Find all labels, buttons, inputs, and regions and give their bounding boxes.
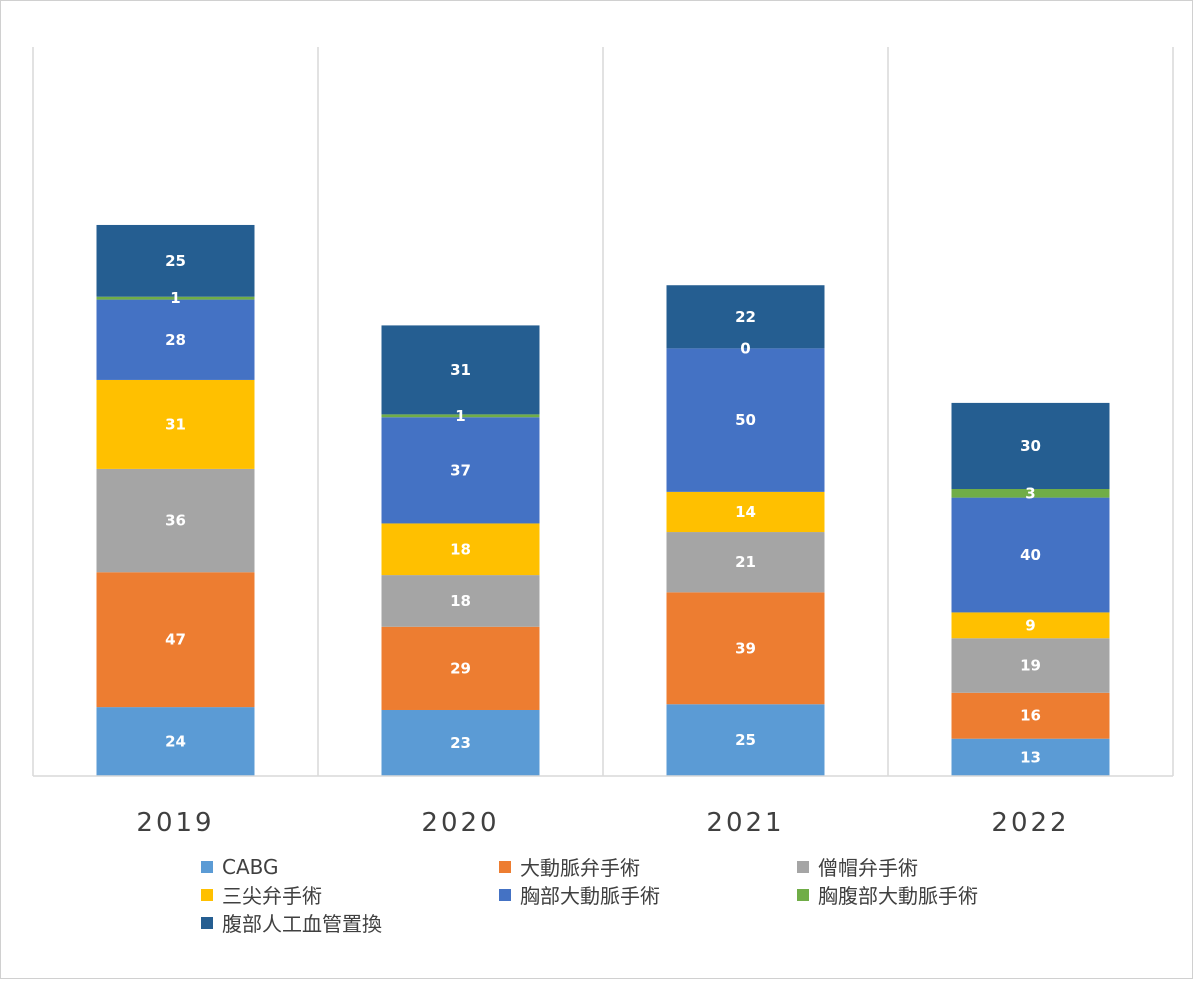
data-label: 22	[735, 308, 756, 326]
legend-item: 腹部人工血管置換	[201, 909, 499, 936]
bar-segment	[381, 709, 540, 776]
legend-label: CABG	[222, 854, 279, 879]
x-tick-label: 2019	[136, 808, 214, 838]
data-label: 25	[165, 252, 186, 270]
bar-segment	[381, 626, 540, 710]
data-label: 19	[1020, 657, 1041, 675]
data-label: 47	[165, 631, 186, 649]
x-tick-label: 2021	[706, 808, 784, 838]
bar-segment	[96, 572, 255, 708]
legend-label: 三尖弁手術	[222, 884, 322, 908]
bar-segment	[96, 296, 255, 300]
legend-label: 大動脈弁手術	[520, 856, 640, 880]
data-label: 36	[165, 512, 186, 530]
legend-item: 大動脈弁手術	[499, 853, 797, 880]
bar-segment	[666, 348, 825, 492]
bar-segment	[951, 692, 1110, 739]
bar-segment	[951, 489, 1110, 498]
bar-segment	[951, 402, 1110, 489]
data-label: 3	[1025, 484, 1035, 502]
data-label: 39	[735, 639, 756, 657]
bar-segment	[381, 523, 540, 576]
bar-segment	[381, 417, 540, 524]
data-label: 31	[165, 415, 186, 433]
data-label: 0	[740, 339, 750, 357]
legend-swatch	[797, 888, 809, 901]
legend-label: 腹部人工血管置換	[222, 912, 382, 936]
data-label: 30	[1020, 437, 1041, 455]
data-label: 37	[450, 461, 471, 479]
data-label: 18	[450, 592, 471, 610]
data-label: 31	[450, 361, 471, 379]
legend-label: 胸部大動脈手術	[520, 884, 660, 908]
bar-segment	[381, 414, 540, 418]
bar-segment	[96, 299, 255, 380]
bars	[96, 224, 1110, 776]
bar-segment	[666, 592, 825, 705]
x-tick-label: 2022	[991, 808, 1069, 838]
data-label: 24	[165, 733, 186, 751]
legend-item: 僧帽弁手術	[797, 853, 1095, 880]
data-label: 40	[1020, 546, 1041, 564]
data-label: 50	[735, 411, 756, 429]
bar-segment	[666, 285, 825, 349]
bar-segment	[951, 612, 1110, 639]
data-label: 9	[1025, 616, 1035, 634]
legend-swatch	[201, 916, 213, 929]
bar-segment	[381, 575, 540, 627]
data-label: 14	[735, 503, 756, 521]
bar-segment	[96, 707, 255, 776]
bar-segment	[96, 468, 255, 573]
bar-segment	[96, 379, 255, 469]
legend-item: CABG	[201, 853, 499, 880]
legend-swatch	[201, 860, 213, 873]
data-label: 23	[450, 734, 471, 752]
data-label: 18	[450, 540, 471, 558]
data-label: 16	[1020, 707, 1041, 725]
legend-item: 胸腹部大動脈手術	[797, 881, 1095, 908]
data-label: 1	[170, 289, 180, 307]
legend-item: 胸部大動脈手術	[499, 881, 797, 908]
bar-segment	[951, 738, 1110, 776]
bar-segment	[666, 491, 825, 533]
data-labels: 2447363128125232918183713125392114500221…	[165, 252, 1041, 767]
bar-segment	[666, 532, 825, 593]
x-axis-tick-labels: 2019 2020 2021 2022	[136, 808, 1069, 838]
bar-segment	[951, 497, 1110, 613]
legend-item: 三尖弁手術	[201, 881, 499, 908]
legend-label: 胸腹部大動脈手術	[818, 884, 978, 908]
data-label: 13	[1020, 748, 1041, 766]
legend-swatch	[201, 888, 213, 901]
legend-swatch	[499, 888, 511, 901]
bar-segment	[951, 638, 1110, 693]
category-dividers	[32, 47, 1174, 776]
legend-label: 僧帽弁手術	[818, 856, 918, 880]
legend-swatch	[797, 860, 809, 873]
data-label: 28	[165, 331, 186, 349]
x-tick-label: 2020	[421, 808, 499, 838]
bar-segment	[96, 224, 255, 297]
legend: CABG 大動脈弁手術 僧帽弁手術三尖弁手術 胸部大動脈手術 胸腹部大動脈手術腹部人工血…	[201, 853, 1101, 936]
bar-segment	[381, 325, 540, 415]
data-label: 25	[735, 731, 756, 749]
legend-swatch	[499, 860, 511, 873]
bar-segment	[666, 704, 825, 776]
data-label: 21	[735, 553, 756, 571]
data-label: 29	[450, 659, 471, 677]
data-label: 1	[455, 407, 465, 425]
